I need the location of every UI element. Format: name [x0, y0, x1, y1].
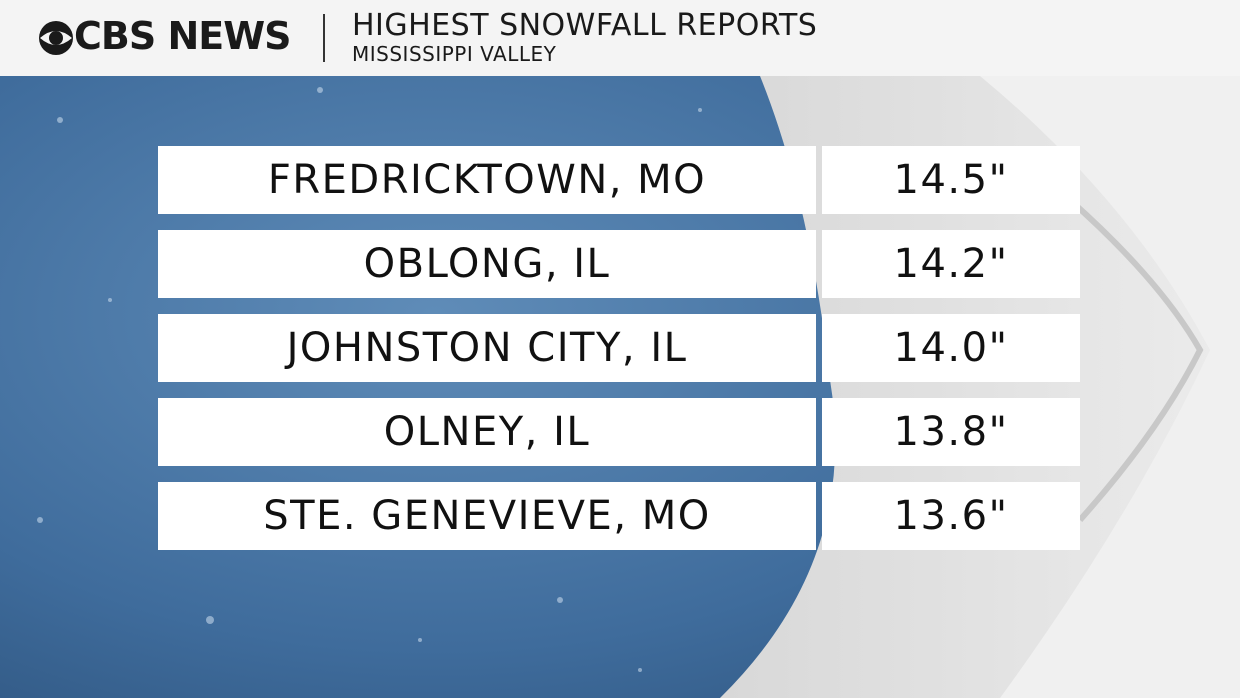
logo: CBS NEWS [74, 14, 291, 58]
location-cell: JOHNSTON CITY, IL [158, 314, 816, 382]
logo-eye [39, 21, 73, 55]
location-cell: OLNEY, IL [158, 398, 816, 466]
location-cell: FREDRICKTOWN, MO [158, 146, 816, 214]
snowfall-cell: 14.0" [822, 314, 1080, 382]
title: HIGHEST SNOWFALL REPORTS [352, 8, 818, 43]
snowfall-cell: 14.2" [822, 230, 1080, 298]
snowfall-cell: 14.5" [822, 146, 1080, 214]
divider [323, 14, 325, 62]
location-cell: STE. GENEVIEVE, MO [158, 482, 816, 550]
snowfall-cell: 13.8" [822, 398, 1080, 466]
location-cell: OBLONG, IL [158, 230, 816, 298]
snowfall-cell: 13.6" [822, 482, 1080, 550]
subtitle: MISSISSIPPI VALLEY [352, 42, 557, 66]
header-bar [0, 0, 1240, 76]
